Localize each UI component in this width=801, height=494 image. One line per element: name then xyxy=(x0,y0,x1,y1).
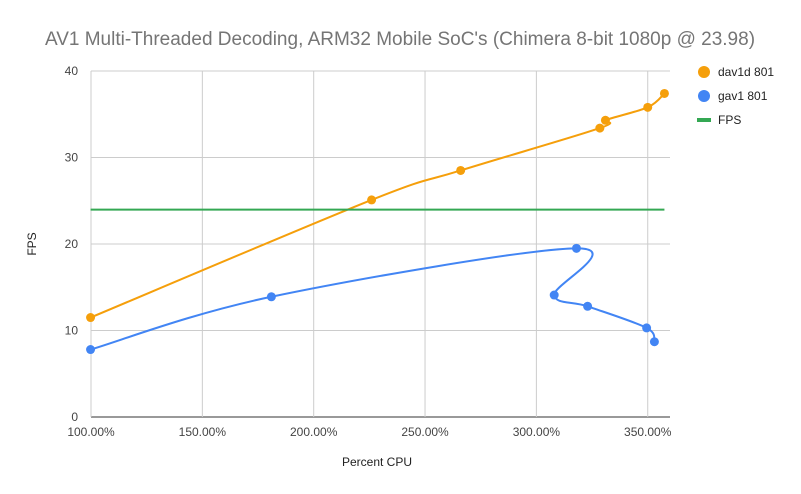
data-point-gav1-801 xyxy=(649,337,659,347)
x-tick-label: 200.00% xyxy=(290,425,338,439)
legend: dav1d 801 gav1 801 FPS xyxy=(697,65,774,127)
series-layer xyxy=(86,88,669,355)
x-tick-label: 100.00% xyxy=(67,425,115,439)
y-tick-label: 20 xyxy=(65,237,79,251)
data-point-dav1d-801 xyxy=(600,115,610,125)
legend-label-dav1d-801: dav1d 801 xyxy=(718,65,774,79)
data-point-dav1d-801 xyxy=(456,165,466,175)
legend-label-gav1-801: gav1 801 xyxy=(718,89,768,103)
y-tick-label: 30 xyxy=(65,151,79,165)
y-axis-ticks: 0 10 20 30 40 xyxy=(65,64,79,424)
data-point-dav1d-801 xyxy=(643,102,653,112)
data-point-gav1-801 xyxy=(583,301,593,311)
y-tick-label: 40 xyxy=(65,64,79,78)
y-axis-label: FPS xyxy=(25,232,39,255)
y-tick-label: 10 xyxy=(65,324,79,338)
series-line-dav1d-801 xyxy=(90,92,666,319)
x-axis-ticks: 100.00% 150.00% 200.00% 250.00% 300.00% 350.0… xyxy=(67,425,671,439)
data-point-dav1d-801 xyxy=(367,195,377,205)
y-tick-label: 0 xyxy=(71,410,78,424)
data-point-gav1-801 xyxy=(266,292,276,302)
x-tick-label: 150.00% xyxy=(179,425,227,439)
x-axis-label: Percent CPU xyxy=(342,455,412,469)
grid xyxy=(90,70,670,418)
legend-label-fps: FPS xyxy=(718,113,741,127)
data-point-gav1-801 xyxy=(642,323,652,333)
chart-title: AV1 Multi-Threaded Decoding, ARM32 Mobil… xyxy=(45,29,755,50)
legend-swatch-dav1d-801 xyxy=(698,66,710,78)
x-tick-label: 350.00% xyxy=(624,425,672,439)
data-point-gav1-801 xyxy=(549,290,559,300)
x-tick-label: 250.00% xyxy=(401,425,449,439)
series-line-gav1-801 xyxy=(90,247,656,351)
legend-swatch-fps xyxy=(697,118,711,122)
data-point-dav1d-801 xyxy=(595,123,605,133)
data-point-gav1-801 xyxy=(571,243,581,253)
x-tick-label: 300.00% xyxy=(513,425,561,439)
data-point-dav1d-801 xyxy=(86,313,96,323)
data-point-dav1d-801 xyxy=(659,88,669,98)
data-point-gav1-801 xyxy=(86,345,96,355)
legend-swatch-gav1-801 xyxy=(698,90,710,102)
